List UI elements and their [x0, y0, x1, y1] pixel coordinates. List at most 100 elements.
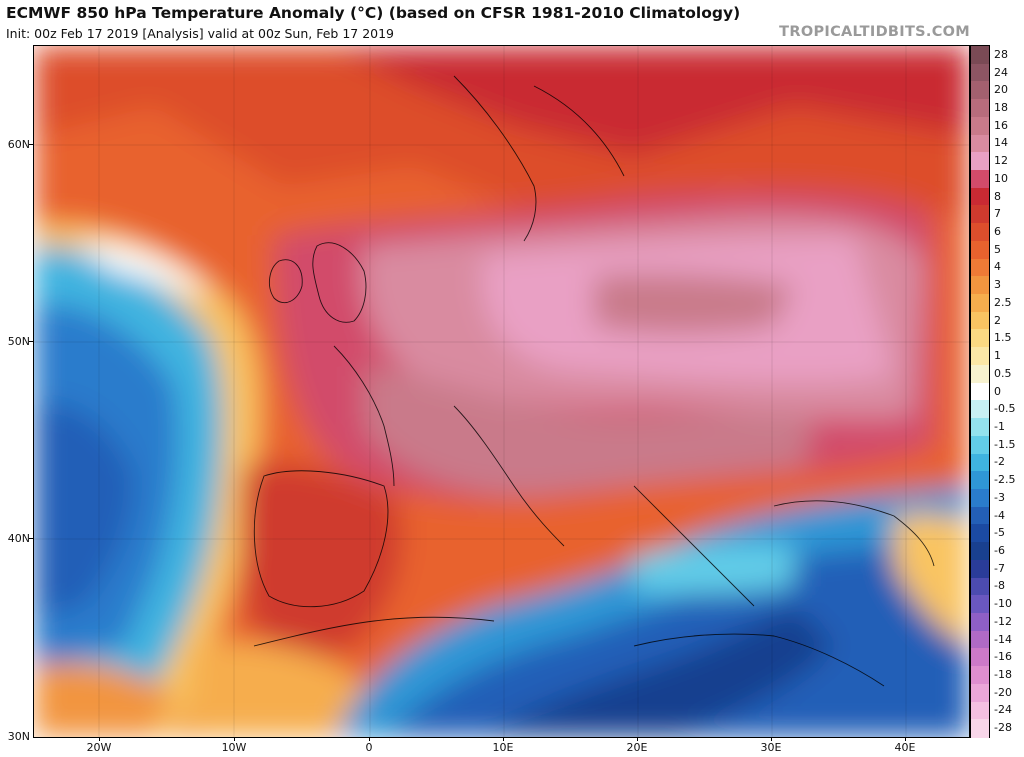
- colorbar-cell: [971, 488, 989, 508]
- lon-label-40e: 40E: [894, 741, 916, 754]
- colorbar-cell: [971, 701, 989, 720]
- colorbar-label: 4: [994, 260, 1001, 274]
- colorbar-label: -16: [994, 650, 1012, 664]
- colorbar-label: 7: [994, 207, 1001, 221]
- colorbar-label: 1: [994, 349, 1001, 363]
- colorbar-label: -1: [994, 419, 1005, 433]
- colorbar-cell: [971, 648, 989, 667]
- colorbar-label: -2.5: [994, 473, 1016, 487]
- colorbar-cell: [971, 524, 989, 543]
- colorbar-cell: [971, 595, 989, 614]
- colorbar-label: -28: [994, 721, 1012, 735]
- colorbar-label: -14: [994, 632, 1012, 646]
- lon-tick: [771, 737, 772, 741]
- colorbar-cell: [971, 612, 989, 632]
- graticule: [34, 46, 969, 737]
- colorbar-cell: [971, 666, 989, 685]
- anomaly-field: [34, 46, 969, 737]
- colorbar-cell: [971, 63, 989, 83]
- colorbar-cell: [971, 506, 989, 525]
- colorbar-cell: [971, 81, 989, 100]
- lon-label-20w: 20W: [86, 741, 112, 754]
- colorbar-cell: [971, 116, 989, 136]
- colorbar-label: -12: [994, 614, 1012, 628]
- colorbar-label: -0.5: [994, 402, 1016, 416]
- colorbar-cell: [971, 134, 989, 153]
- colorbar: [970, 45, 990, 738]
- lon-tick: [234, 737, 235, 741]
- colorbar-label: 5: [994, 242, 1001, 256]
- lon-tick: [99, 737, 100, 741]
- lat-label-50n: 50N: [7, 335, 30, 348]
- colorbar-label: 2: [994, 313, 1001, 327]
- colorbar-cell: [971, 719, 989, 738]
- colorbar-label: 0: [994, 384, 1001, 398]
- temperature-anomaly-map: [33, 45, 970, 738]
- colorbar-cell: [971, 170, 989, 189]
- colorbar-cell: [971, 276, 989, 295]
- colorbar-cell: [971, 559, 989, 579]
- colorbar-cell: [971, 400, 989, 419]
- colorbar-label: 14: [994, 136, 1008, 150]
- lat-tick: [29, 538, 33, 539]
- lon-label-20e: 20E: [626, 741, 648, 754]
- lon-tick: [637, 737, 638, 741]
- colorbar-cell: [971, 187, 989, 207]
- colorbar-cell: [971, 46, 989, 65]
- lon-label-10e: 10E: [492, 741, 514, 754]
- colorbar-label: -7: [994, 561, 1005, 575]
- map-subtitle: Init: 00z Feb 17 2019 [Analysis] valid a…: [6, 26, 395, 41]
- colorbar-cell: [971, 347, 989, 366]
- colorbar-label: -10: [994, 597, 1012, 611]
- coastlines: [253, 75, 935, 687]
- colorbar-label: 28: [994, 47, 1008, 61]
- colorbar-cell: [971, 311, 989, 331]
- lon-label-10w: 10W: [221, 741, 247, 754]
- colorbar-label: 8: [994, 189, 1001, 203]
- colorbar-cell: [971, 205, 989, 224]
- colorbar-cell: [971, 453, 989, 472]
- lon-tick: [369, 737, 370, 741]
- map-title: ECMWF 850 hPa Temperature Anomaly (°C) (…: [6, 4, 741, 22]
- colorbar-label: 24: [994, 65, 1008, 79]
- colorbar-cell: [971, 329, 989, 348]
- colorbar-cell: [971, 630, 989, 649]
- colorbar-cell: [971, 418, 989, 437]
- colorbar-label: -20: [994, 685, 1012, 699]
- colorbar-label: 1.5: [994, 331, 1012, 345]
- lat-label-30n: 30N: [7, 730, 30, 743]
- colorbar-label: 2.5: [994, 295, 1012, 309]
- colorbar-cell: [971, 294, 989, 313]
- colorbar-cell: [971, 223, 989, 242]
- colorbar-label: -24: [994, 703, 1012, 717]
- colorbar-cell: [971, 99, 989, 118]
- colorbar-label: 3: [994, 278, 1001, 292]
- colorbar-label: -4: [994, 508, 1005, 522]
- colorbar-cell: [971, 435, 989, 455]
- colorbar-cell: [971, 683, 989, 703]
- colorbar-label: 20: [994, 83, 1008, 97]
- colorbar-label: -3: [994, 490, 1005, 504]
- source-credit: TROPICALTIDBITS.COM: [779, 24, 970, 40]
- lon-label-0: 0: [365, 741, 373, 754]
- colorbar-label: -6: [994, 543, 1005, 557]
- colorbar-label: -1.5: [994, 437, 1016, 451]
- colorbar-cell: [971, 471, 989, 490]
- colorbar-label: -8: [994, 579, 1005, 593]
- colorbar-label: 0.5: [994, 366, 1012, 380]
- colorbar-label: 12: [994, 154, 1008, 168]
- colorbar-cell: [971, 382, 989, 401]
- lat-label-60n: 60N: [7, 138, 30, 151]
- colorbar-cell: [971, 542, 989, 561]
- colorbar-label: 18: [994, 101, 1008, 114]
- lat-label-40n: 40N: [7, 532, 30, 545]
- colorbar-label: 10: [994, 171, 1008, 185]
- colorbar-label: -18: [994, 667, 1012, 681]
- colorbar-cell: [971, 258, 989, 277]
- colorbar-cell: [971, 152, 989, 171]
- colorbar-label: -2: [994, 455, 1005, 469]
- lat-tick: [29, 144, 33, 145]
- colorbar-label: 6: [994, 225, 1001, 239]
- colorbar-cell: [971, 577, 989, 596]
- lat-tick: [29, 341, 33, 342]
